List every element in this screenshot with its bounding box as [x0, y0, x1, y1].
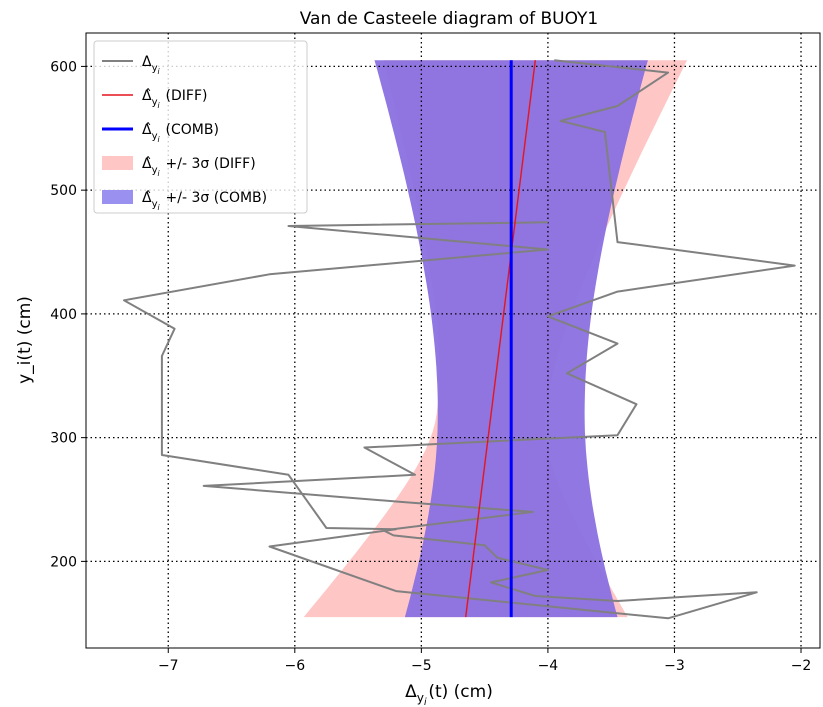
y-axis-label: y_i(t) (cm) [15, 296, 35, 384]
legend-label: Δ̂yi +/- 3σ (DIFF) [142, 156, 256, 178]
series-lines [123, 59, 796, 620]
legend-patch [102, 156, 133, 170]
diff-fit-line [465, 60, 536, 618]
legend-label: Δ̂yi (DIFF) [142, 88, 207, 110]
y-tick-label: 600 [50, 59, 77, 75]
chart-title: Van de Casteele diagram of BUOY1 [300, 9, 599, 29]
x-tick-label: −2 [791, 658, 812, 674]
y-ticks: 200 300 400 500 600 [50, 59, 86, 570]
x-axis-label: Δyi (t) (cm) [405, 682, 493, 707]
x-tick-label: −6 [284, 658, 305, 674]
legend-box [93, 40, 308, 214]
legend-patch [102, 190, 133, 204]
x-tick-label: −3 [664, 658, 685, 674]
axes-frame [85, 32, 821, 649]
legend-label: Δ̂yi (COMB) [142, 122, 219, 144]
y-tick-label: 200 [50, 554, 77, 570]
y-tick-label: 300 [50, 431, 77, 447]
y-tick-label: 500 [50, 183, 77, 199]
legend-label: Δ̂yi +/- 3σ (COMB) [142, 190, 267, 212]
x-tick-label: −5 [411, 658, 432, 674]
x-ticks: −7 −6 −5 −4 −3 −2 [158, 648, 811, 674]
x-tick-label: −7 [158, 658, 179, 674]
axes [85, 32, 821, 649]
y-tick-label: 400 [50, 307, 77, 323]
delta-series-line [123, 59, 796, 620]
legend-label: Δyi [142, 54, 161, 76]
legend: Δyi Δ̂yi (DIFF) Δ̂yi (COMB) Δ̂yi +/- 3σ (D… [93, 40, 308, 214]
x-tick-label: −4 [538, 658, 559, 674]
